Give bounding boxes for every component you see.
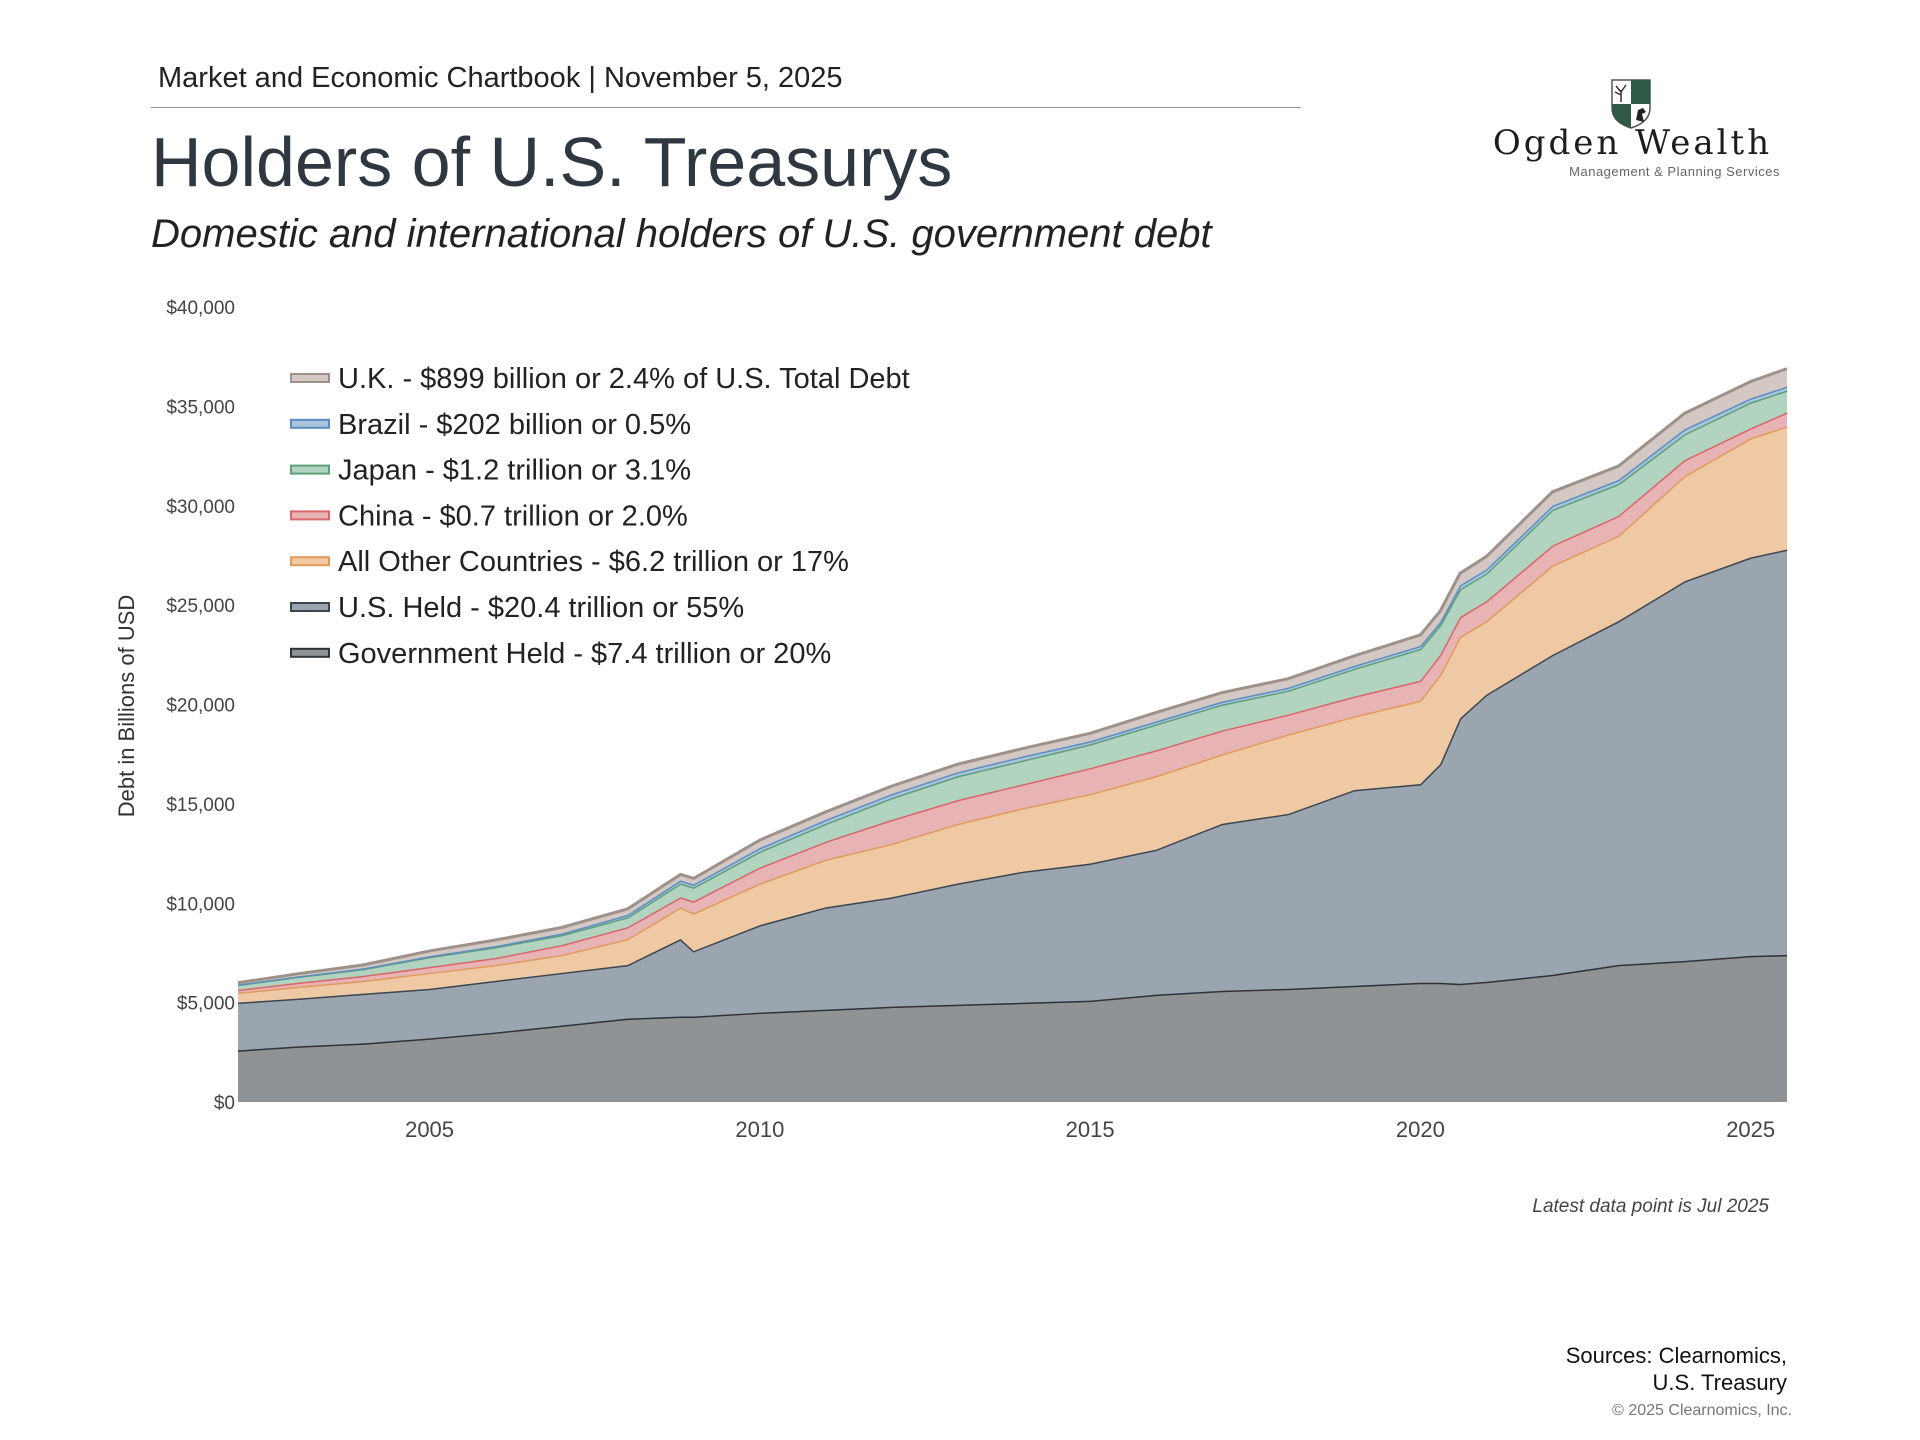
legend-item: U.K. - $899 billion or 2.4% of U.S. Tota… bbox=[290, 363, 910, 395]
sources: Sources: Clearnomics, U.S. Treasury bbox=[1566, 1342, 1787, 1396]
latest-data-note: Latest data point is Jul 2025 bbox=[1532, 1196, 1769, 1217]
legend-swatch bbox=[290, 373, 330, 383]
legend-label: Brazil - $202 billion or 0.5% bbox=[338, 409, 691, 441]
chartbook-header: Market and Economic Chartbook | November… bbox=[158, 62, 843, 94]
legend-item: China - $0.7 trillion or 2.0% bbox=[290, 500, 688, 532]
y-tick-label: $20,000 bbox=[166, 696, 235, 717]
y-tick-label: $15,000 bbox=[166, 795, 235, 816]
page-subtitle: Domestic and international holders of U.… bbox=[151, 212, 1212, 256]
logo-tagline: Management & Planning Services bbox=[1569, 164, 1780, 179]
legend-item: U.S. Held - $20.4 trillion or 55% bbox=[290, 592, 744, 624]
page-title: Holders of U.S. Treasurys bbox=[151, 123, 953, 201]
y-tick-label: $0 bbox=[214, 1093, 235, 1114]
x-tick-label: 2015 bbox=[1066, 1117, 1115, 1142]
legend-item: All Other Countries - $6.2 trillion or 1… bbox=[290, 546, 849, 578]
y-tick-label: $30,000 bbox=[166, 497, 235, 518]
legend-swatch bbox=[290, 510, 330, 521]
legend-swatch bbox=[290, 556, 330, 567]
legend-label: U.S. Held - $20.4 trillion or 55% bbox=[338, 592, 744, 624]
legend-item: Brazil - $202 billion or 0.5% bbox=[290, 409, 691, 441]
area-line-6 bbox=[237, 367, 1788, 985]
area-1 bbox=[238, 549, 1787, 1051]
y-tick-label: $40,000 bbox=[166, 298, 235, 319]
x-tick-label: 2025 bbox=[1726, 1117, 1775, 1142]
logo-name: Ogden Wealth bbox=[1492, 123, 1773, 163]
y-tick-label: $25,000 bbox=[166, 596, 235, 617]
legend-swatch bbox=[290, 647, 330, 658]
legend: U.K. - $899 billion or 2.4% of U.S. Tota… bbox=[290, 363, 910, 670]
legend-label: Government Held - $7.4 trillion or 20% bbox=[338, 638, 831, 670]
x-tick-label: 2010 bbox=[735, 1117, 784, 1142]
x-axis: 2005 2010 2015 2020 2025 bbox=[405, 1117, 1775, 1142]
legend-swatch bbox=[290, 464, 330, 475]
legend-label: Japan - $1.2 trillion or 3.1% bbox=[338, 455, 691, 487]
area-layers bbox=[237, 367, 1788, 1102]
shield-icon bbox=[1611, 79, 1651, 129]
legend-label: U.K. - $899 billion or 2.4% of U.S. Tota… bbox=[338, 363, 910, 395]
y-tick-label: $35,000 bbox=[166, 397, 235, 418]
legend-item: Japan - $1.2 trillion or 3.1% bbox=[290, 455, 691, 487]
y-axis: $0 $5,000 $10,000 $15,000 $20,000 $25,000 $30,… bbox=[166, 298, 235, 1114]
area-0 bbox=[238, 954, 1787, 1102]
sources-line-2: U.S. Treasury bbox=[1652, 1370, 1787, 1395]
header-divider bbox=[151, 107, 1301, 108]
legend-item: Government Held - $7.4 trillion or 20% bbox=[290, 638, 831, 670]
sources-line-1: Sources: Clearnomics, bbox=[1565, 1343, 1787, 1368]
x-tick-label: 2005 bbox=[405, 1117, 454, 1142]
legend-swatch bbox=[290, 418, 330, 429]
legend-swatch bbox=[290, 602, 330, 612]
y-tick-label: $5,000 bbox=[177, 994, 235, 1015]
legend-label: China - $0.7 trillion or 2.0% bbox=[338, 500, 688, 532]
ogden-wealth-logo: Ogden Wealth Management & Planning Servi… bbox=[1485, 75, 1780, 185]
copyright: © 2025 Clearnomics, Inc. bbox=[1612, 1402, 1792, 1419]
x-tick-label: 2020 bbox=[1396, 1117, 1445, 1142]
legend-label: All Other Countries - $6.2 trillion or 1… bbox=[338, 546, 849, 578]
y-tick-label: $10,000 bbox=[166, 894, 235, 915]
y-axis-title: Debt in Billions of USD bbox=[114, 595, 139, 818]
